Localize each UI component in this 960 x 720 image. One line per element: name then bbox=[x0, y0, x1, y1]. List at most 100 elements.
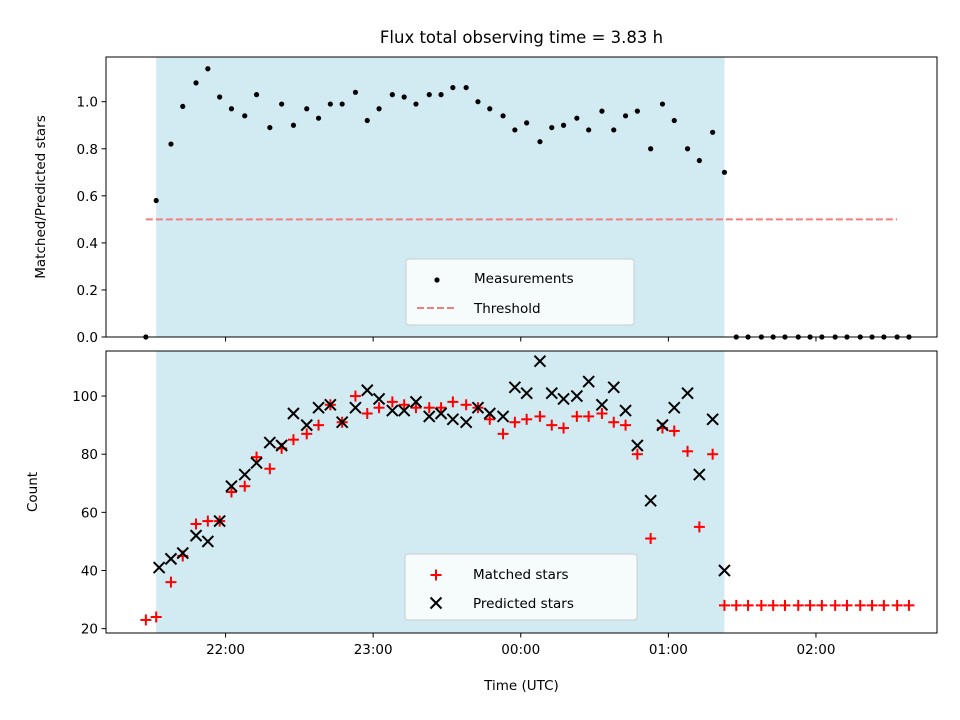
predicted-star-point bbox=[152, 561, 166, 574]
matched-star-point bbox=[682, 445, 694, 457]
bottom-x-ticks: 22:00 23:00 00:00 01:00 02:00 bbox=[206, 633, 835, 658]
matched-star-point bbox=[816, 599, 828, 611]
y-tick-label: 0.8 bbox=[77, 142, 98, 158]
matched-star-point bbox=[558, 422, 570, 434]
matched-star-point bbox=[668, 425, 680, 437]
matched-star-point bbox=[804, 599, 816, 611]
predicted-stars-legend-marker bbox=[429, 596, 443, 610]
predicted-star-point bbox=[706, 413, 719, 426]
y-tick-label: 80 bbox=[81, 447, 98, 463]
measurement-point bbox=[684, 146, 691, 152]
measurement-point bbox=[426, 92, 432, 98]
measurement-point bbox=[315, 115, 322, 121]
bottom-panel: 20 40 60 80 100 22:00 23:00 00:00 01:00 02:00 Co… bbox=[25, 350, 938, 694]
matched-star-point bbox=[239, 480, 251, 492]
matched-star-point bbox=[373, 402, 385, 414]
predicted-star-point bbox=[595, 398, 609, 411]
measurement-point bbox=[217, 94, 223, 100]
predicted-star-point bbox=[644, 494, 657, 507]
measurement-point bbox=[401, 94, 407, 100]
top-plot-frame bbox=[105, 56, 938, 338]
predicted-star-point bbox=[201, 535, 215, 548]
predicted-star-point bbox=[693, 468, 706, 481]
measurement-point bbox=[389, 92, 395, 98]
matched-star-point bbox=[854, 599, 866, 611]
measurement-point bbox=[721, 169, 728, 175]
bottom-y-axis-label: Count bbox=[25, 472, 41, 512]
matched-star-point bbox=[165, 576, 177, 588]
predicted-star-point bbox=[423, 410, 436, 423]
measurement-point bbox=[279, 101, 285, 107]
matched-star-point bbox=[497, 428, 509, 440]
matched-star-point bbox=[718, 599, 730, 611]
x-tick-label: 22:00 bbox=[206, 642, 245, 658]
measurement-point bbox=[438, 92, 444, 98]
figure-title: Flux total observing time = 3.83 h bbox=[380, 28, 663, 47]
y-tick-label: 0.2 bbox=[77, 283, 98, 299]
predicted-star-point bbox=[496, 410, 510, 423]
measurement-point bbox=[524, 120, 530, 126]
predicted-star-point bbox=[668, 401, 681, 414]
measurement-point bbox=[586, 127, 592, 133]
measurement-point bbox=[180, 103, 186, 110]
measurement-point bbox=[290, 122, 297, 128]
matched-star-point bbox=[707, 448, 719, 460]
predicted-star-point bbox=[349, 401, 362, 414]
predicted-star-point bbox=[681, 386, 694, 400]
matched-star-point bbox=[767, 599, 779, 611]
matched-star-point bbox=[742, 599, 754, 611]
measurement-point bbox=[634, 108, 640, 114]
matched-star-point bbox=[829, 599, 841, 611]
measurement-point bbox=[450, 84, 456, 91]
measurement-point bbox=[364, 117, 370, 124]
predicted-star-point bbox=[483, 407, 496, 420]
matched-star-point bbox=[349, 390, 361, 402]
measurement-point bbox=[537, 139, 543, 145]
matched-star-point bbox=[287, 434, 299, 446]
predicted-star-point bbox=[533, 354, 547, 368]
predicted-star-point bbox=[164, 552, 178, 566]
predicted-star-point bbox=[397, 404, 411, 417]
measurement-point bbox=[710, 129, 716, 135]
measurement-point bbox=[475, 99, 481, 105]
matched-star-point bbox=[903, 599, 915, 611]
predicted-star-point bbox=[471, 401, 485, 414]
predicted-stars-points bbox=[152, 354, 731, 577]
measurement-point bbox=[304, 106, 310, 112]
matched-star-point bbox=[301, 428, 313, 440]
matched-star-point bbox=[361, 408, 373, 420]
matched-star-point bbox=[534, 410, 546, 422]
matched-star-point bbox=[313, 419, 325, 431]
measurement-point bbox=[339, 101, 345, 107]
matched-star-point bbox=[190, 518, 202, 530]
predicted-stars-legend-label: Predicted stars bbox=[473, 596, 574, 612]
predicted-star-point bbox=[631, 439, 644, 452]
predicted-star-point bbox=[459, 416, 473, 429]
predicted-star-point bbox=[324, 398, 337, 411]
measurement-point bbox=[622, 113, 629, 119]
bottom-legend-box bbox=[404, 553, 638, 621]
y-tick-label: 20 bbox=[81, 622, 98, 638]
matched-star-point bbox=[596, 408, 608, 420]
bottom-legend: Matched stars Predicted stars bbox=[404, 553, 638, 621]
measurement-point bbox=[611, 127, 617, 133]
matched-star-point bbox=[435, 402, 447, 414]
y-tick-label: 0.6 bbox=[77, 189, 98, 205]
matched-star-point bbox=[620, 419, 632, 431]
predicted-star-point bbox=[335, 416, 349, 429]
matched-star-point bbox=[792, 599, 804, 611]
top-legend: Measurements Threshold bbox=[405, 258, 635, 326]
measurement-point bbox=[560, 122, 567, 128]
matched-star-point bbox=[583, 410, 595, 422]
measurement-point bbox=[153, 197, 159, 204]
measurements-legend-marker bbox=[434, 277, 440, 283]
predicted-star-point bbox=[250, 456, 263, 470]
measurement-point bbox=[696, 157, 702, 164]
top-y-axis-label: Matched/Predicted stars bbox=[33, 115, 49, 278]
predicted-star-point bbox=[287, 407, 300, 420]
measurement-point bbox=[352, 89, 359, 95]
matched-stars-legend-label: Matched stars bbox=[473, 567, 569, 583]
matched-star-point bbox=[202, 515, 214, 527]
predicted-star-point bbox=[619, 404, 632, 417]
bottom-plot-frame bbox=[105, 350, 938, 634]
